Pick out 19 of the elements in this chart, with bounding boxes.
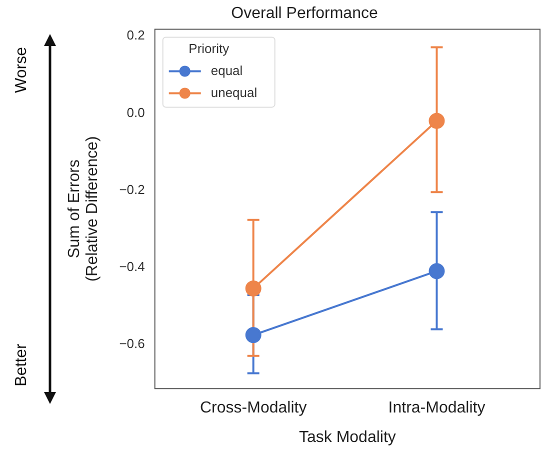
- legend-title: Priority: [188, 40, 230, 56]
- y-axis-title: Sum of Errors (Relative Difference): [66, 136, 101, 282]
- text: Worse: [13, 47, 31, 93]
- x-axis-title: Task Modality: [298, 428, 396, 446]
- x-tick-label: Cross-Modality: [200, 400, 307, 417]
- point: [428, 263, 445, 280]
- chart-title: Overall Performance: [231, 5, 378, 22]
- y-tick-label: −0.2: [119, 182, 145, 197]
- point: [428, 112, 445, 129]
- y-tick-label: 0.0: [126, 104, 145, 120]
- point: [245, 280, 262, 296]
- y-tick-label: −0.6: [119, 336, 145, 351]
- legend-label: equal: [210, 62, 243, 78]
- text: Better: [13, 344, 31, 386]
- y-tick-label: 0.2: [126, 28, 145, 43]
- legend-label: unequal: [210, 84, 258, 100]
- x-tick-label: Intra-Modality: [388, 400, 486, 417]
- point: [245, 327, 262, 344]
- y-tick-label: −0.4: [119, 258, 145, 274]
